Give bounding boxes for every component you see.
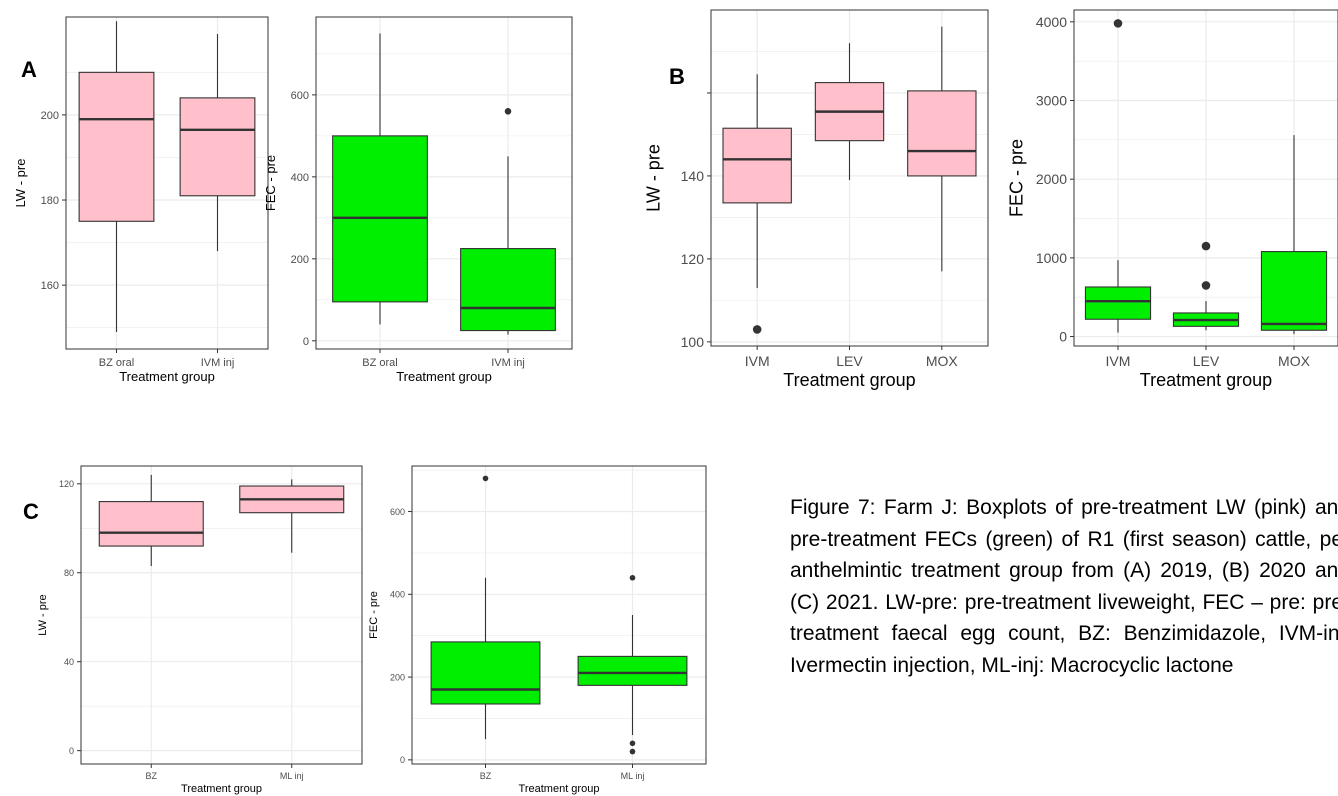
y-axis-title: LW - pre <box>644 144 664 212</box>
y-tick-label: 600 <box>291 90 309 102</box>
x-axis-title: Treatment group <box>1140 370 1272 390</box>
panel-label-a: A <box>21 57 37 82</box>
box-group <box>577 574 688 755</box>
box-group <box>332 33 428 325</box>
outlier-point <box>752 325 762 334</box>
y-tick-label: 600 <box>390 507 405 517</box>
x-axis-title: Treatment group <box>519 783 600 795</box>
y-tick-label: 0 <box>69 746 74 756</box>
box-iqr <box>907 90 977 177</box>
box-iqr <box>78 71 155 222</box>
box-group <box>98 474 204 567</box>
outlier-point <box>629 740 636 747</box>
outlier-point <box>629 748 636 755</box>
y-axis-title: FEC - pre <box>368 591 380 639</box>
box-iqr <box>460 248 556 332</box>
outlier-point <box>629 574 636 581</box>
box-group <box>1260 135 1328 335</box>
x-tick-label: IVM inj <box>491 357 525 369</box>
y-tick-label: 400 <box>390 590 405 600</box>
y-tick-label: 200 <box>41 110 59 122</box>
x-tick-label: LEV <box>836 353 863 369</box>
x-tick-label: BZ <box>480 771 492 781</box>
y-axis-title: LW - pre <box>37 594 49 635</box>
y-tick-label: 1000 <box>1036 250 1067 266</box>
outlier-point <box>1113 19 1123 28</box>
x-axis-title: Treatment group <box>783 370 915 390</box>
y-tick-label: 0 <box>400 755 405 765</box>
box-iqr <box>1260 251 1328 331</box>
chart-5: 0 40 80 120 BZ ML inj Treatment group LW - pre <box>37 465 363 795</box>
y-tick-label: 200 <box>291 254 309 266</box>
x-tick-label: IVM <box>1106 353 1131 369</box>
x-tick-label: BZ <box>145 771 157 781</box>
x-tick-label: BZ oral <box>362 357 397 369</box>
chart-4: 0 1000 2000 3000 4000 IVM LEV MOX Treatment grou… <box>1007 9 1338 390</box>
x-tick-label: IVM inj <box>201 357 235 369</box>
y-tick-label: 2000 <box>1036 171 1067 187</box>
box-iqr <box>722 127 792 204</box>
panel-border <box>65 16 269 350</box>
y-tick-label: 0 <box>1059 329 1067 345</box>
outlier-point <box>1201 241 1211 251</box>
box-group <box>814 43 885 181</box>
x-tick-label: MOX <box>1278 353 1311 369</box>
panel-border <box>315 16 573 350</box>
box-group <box>430 475 541 740</box>
y-tick-label: 0 <box>303 336 309 348</box>
x-axis-title: Treatment group <box>119 369 215 384</box>
y-tick-label: 120 <box>59 479 74 489</box>
outlier-point <box>1201 281 1211 290</box>
box-group <box>239 479 345 553</box>
x-axis-title: Treatment group <box>181 783 262 795</box>
y-axis-title: FEC - pre <box>1007 139 1027 217</box>
y-tick-label: 3000 <box>1036 93 1067 109</box>
box-group <box>78 21 155 332</box>
panel-label-c: C <box>23 499 39 524</box>
y-tick-label: 100 <box>681 334 705 350</box>
box-group <box>179 34 256 252</box>
x-axis-title: Treatment group <box>396 369 492 384</box>
y-tick-label: 160 <box>41 280 59 292</box>
box-group <box>1084 19 1152 333</box>
box-group <box>907 26 977 272</box>
y-tick-label: 180 <box>41 195 59 207</box>
y-tick-label: 140 <box>681 168 705 184</box>
y-tick-label: 400 <box>291 172 309 184</box>
box-iqr <box>577 655 688 686</box>
box-group <box>722 74 792 334</box>
y-tick-label: 4000 <box>1036 14 1067 30</box>
chart-3: 100 120 140 IVM LEV MOX Treatment group LW - pr… <box>644 9 989 390</box>
chart-6: 0 200 400 600 BZ ML inj Treatment group FEC - p… <box>368 465 707 795</box>
x-tick-label: LEV <box>1193 353 1220 369</box>
outlier-point <box>482 475 489 482</box>
x-tick-label: ML inj <box>280 771 304 781</box>
box-iqr <box>179 97 256 197</box>
y-tick-label: 200 <box>390 672 405 682</box>
box-group <box>460 107 556 335</box>
y-tick-label: 40 <box>64 657 74 667</box>
y-axis-title: LW - pre <box>13 159 28 208</box>
y-tick-label: 80 <box>64 568 74 578</box>
x-tick-label: MOX <box>926 353 959 369</box>
panel-border <box>411 465 707 765</box>
y-axis-title: FEC - pre <box>263 155 278 211</box>
box-iqr <box>98 501 204 547</box>
x-tick-label: IVM <box>745 353 770 369</box>
y-tick-label: 120 <box>681 251 705 267</box>
box-iqr <box>1084 286 1152 320</box>
box-group <box>1172 241 1240 331</box>
figure-caption: Figure 7: Farm J: Boxplots of pre-treatm… <box>790 496 1338 677</box>
x-tick-label: BZ oral <box>99 357 134 369</box>
x-tick-label: ML inj <box>621 771 645 781</box>
outlier-point <box>504 107 512 115</box>
box-iqr <box>430 641 541 705</box>
panel-label-b: B <box>669 64 685 89</box>
panel-border <box>80 465 363 765</box>
